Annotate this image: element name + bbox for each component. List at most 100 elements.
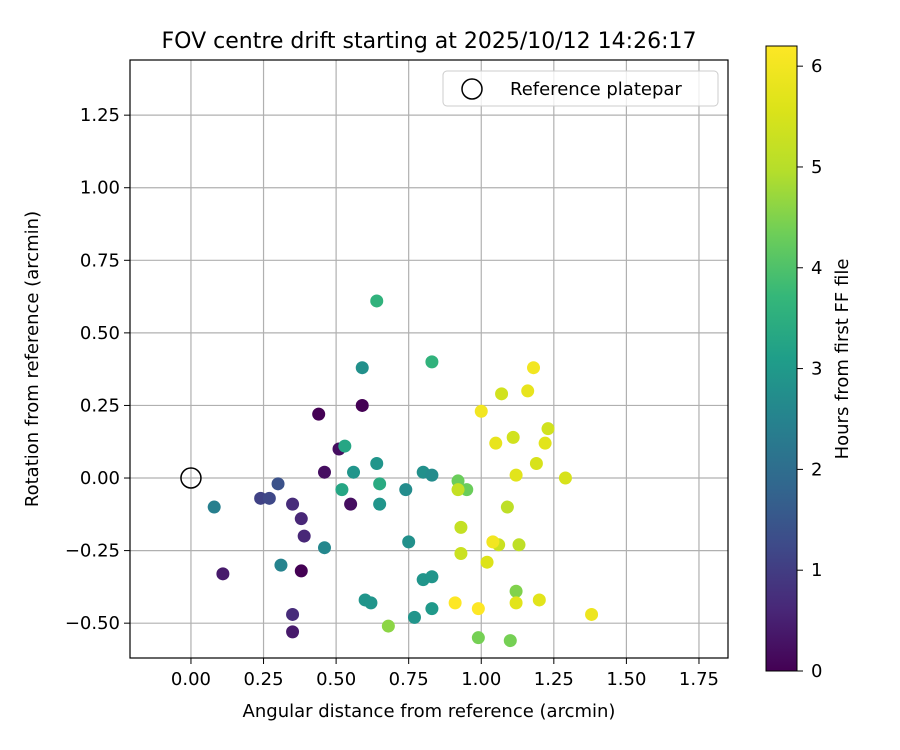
x-tick-label: 1.00 [461, 669, 501, 690]
data-point [344, 497, 358, 511]
data-point [317, 541, 331, 555]
data-point [558, 471, 572, 485]
data-point [509, 468, 523, 482]
y-tick-label: 0.75 [80, 250, 120, 271]
scatter-points [207, 294, 599, 648]
data-point [448, 596, 462, 610]
data-point [297, 529, 311, 543]
data-point [503, 634, 517, 648]
data-point [373, 497, 387, 511]
data-point [262, 491, 276, 505]
y-tick-label: −0.25 [65, 541, 120, 562]
data-point [407, 610, 421, 624]
colorbar: 0 1 2 3 4 5 6 Hours from first FF file [765, 45, 853, 682]
colorbar-tick-label: 0 [811, 661, 822, 682]
data-point [486, 535, 500, 549]
data-point [521, 384, 535, 398]
y-axis-label: Rotation from reference (arcmin) [22, 211, 43, 507]
data-point [509, 596, 523, 610]
plot-frame [129, 59, 729, 659]
legend-box [442, 70, 719, 107]
data-point [294, 564, 308, 578]
data-point [402, 535, 416, 549]
data-point [286, 497, 300, 511]
data-point [495, 387, 509, 401]
y-tick-label: 1.25 [80, 105, 120, 126]
plot-area: 0.00 0.25 0.50 0.75 1.00 1.25 1.50 1.75 −0.50−0… [65, 59, 729, 690]
data-point [506, 430, 520, 444]
y-tick-label: 0.00 [80, 468, 120, 489]
legend-label: Reference platepar [510, 79, 682, 100]
data-point [373, 477, 387, 491]
legend: Reference platepar [442, 70, 719, 107]
data-point [471, 602, 485, 616]
x-axis-ticks: 0.00 0.25 0.50 0.75 1.00 1.25 1.50 1.75 [171, 658, 719, 690]
y-tick-label: −0.50 [65, 613, 120, 634]
data-point [381, 619, 395, 633]
colorbar-tick-label: 6 [811, 56, 822, 77]
colorbar-label: Hours from first FF file [832, 259, 853, 460]
data-point [425, 570, 439, 584]
data-point [532, 593, 546, 607]
data-point [480, 555, 494, 569]
x-tick-label: 0.50 [316, 669, 356, 690]
data-point [425, 355, 439, 369]
data-point [312, 407, 326, 421]
y-axis-ticks: −0.50 −0.25 0.00 0.25 0.50 0.75 1.00 1.25 [65, 105, 130, 634]
data-point [454, 520, 468, 534]
legend-marker-icon [461, 78, 483, 100]
data-point [370, 457, 384, 471]
y-tick-label: 0.50 [80, 323, 120, 344]
data-point [338, 439, 352, 453]
data-point [500, 500, 514, 514]
data-point [274, 558, 288, 572]
data-point [425, 468, 439, 482]
data-point [425, 602, 439, 616]
data-point [271, 477, 285, 491]
y-tick-label: 0.25 [80, 395, 120, 416]
data-point [527, 361, 541, 375]
data-point [286, 625, 300, 639]
data-point [216, 567, 230, 581]
data-point [585, 607, 599, 621]
colorbar-tick-label: 5 [811, 157, 822, 178]
data-point [399, 483, 413, 497]
colorbar-tick-label: 2 [811, 459, 822, 480]
data-point [355, 398, 369, 412]
data-point [538, 436, 552, 450]
data-point [529, 457, 543, 471]
data-point [347, 465, 361, 479]
data-point [286, 607, 300, 621]
data-point [474, 404, 488, 418]
data-point [471, 631, 485, 645]
colorbar-ticks: 0 1 2 3 4 5 6 [797, 56, 822, 682]
data-point [355, 361, 369, 375]
data-point [294, 512, 308, 526]
data-point [512, 538, 526, 552]
data-point [509, 584, 523, 598]
y-tick-label: 1.00 [80, 178, 120, 199]
x-tick-label: 1.25 [534, 669, 574, 690]
x-tick-label: 0.25 [243, 669, 283, 690]
colorbar-gradient [765, 45, 798, 672]
data-point [364, 596, 378, 610]
data-point [451, 483, 465, 497]
x-tick-label: 0.75 [389, 669, 429, 690]
data-point [335, 483, 349, 497]
x-tick-label: 1.50 [606, 669, 646, 690]
data-point [454, 546, 468, 560]
data-point [541, 422, 555, 436]
chart-title: FOV centre drift starting at 2025/10/12 … [162, 29, 697, 54]
x-tick-label: 0.00 [171, 669, 211, 690]
colorbar-tick-label: 1 [811, 560, 822, 581]
x-tick-label: 1.75 [679, 669, 719, 690]
data-point [317, 465, 331, 479]
data-point [370, 294, 384, 308]
x-axis-label: Angular distance from reference (arcmin) [243, 701, 616, 722]
data-point [489, 436, 503, 450]
colorbar-tick-label: 3 [811, 359, 822, 380]
colorbar-tick-label: 4 [811, 258, 822, 279]
reference-platepar-marker [180, 467, 202, 489]
data-point [207, 500, 221, 514]
